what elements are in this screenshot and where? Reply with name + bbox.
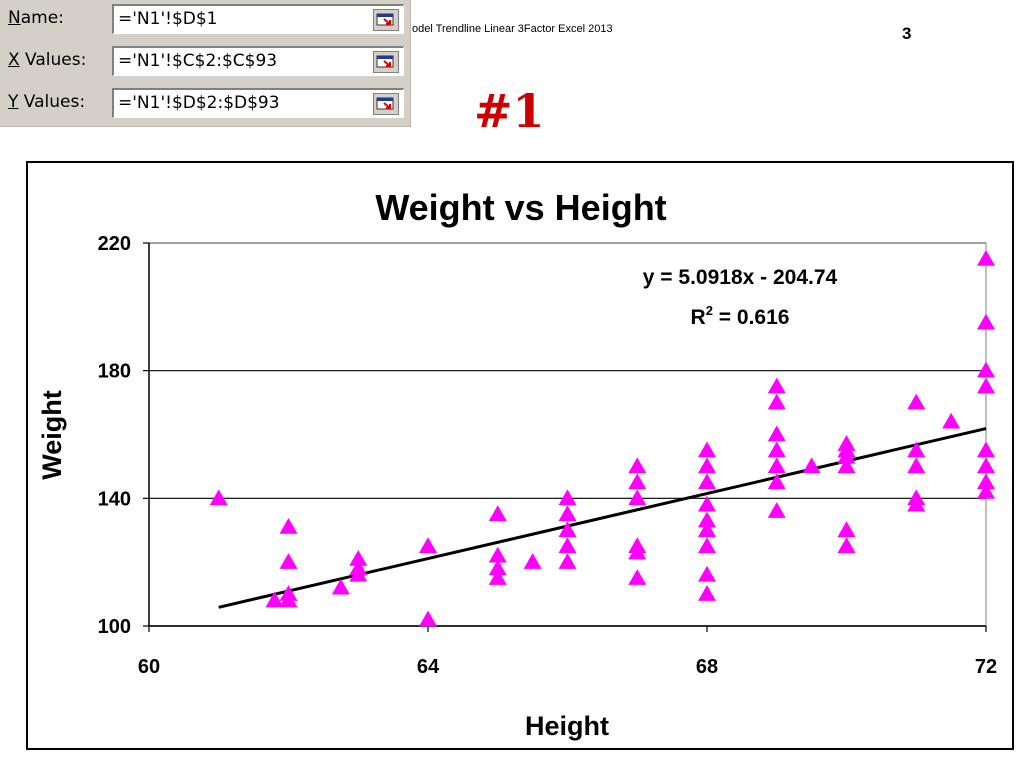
- data-point: [209, 489, 228, 506]
- range-select-icon[interactable]: [373, 9, 399, 31]
- data-point: [279, 591, 298, 608]
- data-point: [977, 249, 995, 266]
- chart-title: Weight vs Height: [375, 187, 666, 228]
- data-point: [265, 591, 284, 608]
- data-point: [767, 393, 786, 410]
- data-point: [698, 565, 716, 582]
- slide-tag: #1: [474, 84, 545, 138]
- data-point: [907, 489, 926, 506]
- r-squared-prefix: R: [691, 306, 706, 329]
- data-point: [628, 457, 647, 474]
- data-point: [767, 502, 786, 518]
- data-point: [558, 537, 577, 553]
- y-tick-label: 140: [98, 488, 131, 510]
- data-point: [837, 521, 856, 537]
- data-point: [698, 537, 716, 553]
- range-select-icon[interactable]: [373, 51, 399, 73]
- data-point: [977, 377, 995, 394]
- data-point: [558, 521, 577, 537]
- data-point: [698, 511, 716, 528]
- data-point: [488, 569, 507, 585]
- r-squared-exponent: 2: [706, 303, 713, 318]
- data-point: [837, 435, 856, 451]
- data-point: [698, 441, 716, 458]
- data-point: [558, 553, 577, 569]
- y-axis-label: Weight: [37, 390, 67, 480]
- r-squared-value: = 0.616: [713, 306, 789, 329]
- data-point: [767, 457, 786, 474]
- data-point: [419, 610, 437, 627]
- x-tick-label: 72: [975, 656, 997, 678]
- data-point: [349, 549, 368, 566]
- data-point: [488, 559, 507, 576]
- y-values-field[interactable]: ='N1'!$D$2:$D$93: [112, 88, 404, 118]
- x-tick-label: 64: [417, 656, 440, 678]
- range-select-icon[interactable]: [373, 93, 399, 115]
- data-point: [419, 537, 437, 553]
- name-field[interactable]: ='N1'!$D$1: [112, 4, 404, 34]
- x-values-row: X Values: ='N1'!$C$2:$C$93: [0, 42, 410, 82]
- data-point: [558, 505, 577, 522]
- data-point: [907, 441, 926, 458]
- data-point: [628, 473, 647, 490]
- x-values-field[interactable]: ='N1'!$C$2:$C$93: [112, 46, 404, 76]
- x-axis-label: Height: [525, 711, 609, 741]
- data-point: [279, 553, 298, 569]
- r-squared: R2 = 0.616: [691, 303, 790, 329]
- data-point: [977, 482, 995, 499]
- data-point: [767, 441, 786, 458]
- data-point: [767, 473, 786, 490]
- data-points: [209, 249, 995, 627]
- data-point: [767, 425, 786, 442]
- data-point: [628, 537, 647, 553]
- y-tick-label: 220: [98, 233, 131, 255]
- data-point: [907, 393, 926, 410]
- slide-subtitle: odel Trendline Linear 3Factor Excel 2013: [412, 23, 613, 35]
- data-point: [802, 457, 821, 474]
- data-point: [977, 457, 995, 474]
- data-point: [349, 559, 368, 576]
- data-point: [837, 457, 856, 474]
- data-point: [907, 457, 926, 474]
- data-point: [942, 412, 961, 429]
- data-point: [977, 313, 995, 330]
- data-point: [698, 473, 716, 490]
- y-tick-label: 100: [98, 616, 131, 638]
- y-values-label: Y Values:: [8, 92, 86, 112]
- name-row: Name: ='N1'!$D$1: [0, 0, 410, 40]
- trendline-equation: y = 5.0918x - 204.74: [643, 266, 838, 289]
- data-point: [628, 569, 647, 585]
- x-tick-label: 60: [138, 656, 160, 678]
- data-point: [977, 473, 995, 490]
- data-point: [279, 518, 298, 534]
- data-point: [977, 361, 995, 378]
- data-point: [977, 441, 995, 458]
- y-values-row: Y Values: ='N1'!$D$2:$D$93: [0, 84, 410, 124]
- data-point: [767, 377, 786, 394]
- data-point: [698, 495, 716, 512]
- data-point: [698, 585, 716, 601]
- data-point: [837, 537, 856, 553]
- axis-ticks: 100 140 180 220 60 64 68 72: [98, 233, 998, 678]
- page-number: 3: [902, 24, 912, 43]
- data-point: [488, 505, 507, 522]
- data-point: [523, 553, 542, 569]
- data-point: [698, 457, 716, 474]
- data-point: [558, 489, 577, 506]
- trendline-line: [218, 427, 987, 609]
- trendline: [218, 427, 987, 609]
- x-values-label: X Values:: [8, 50, 87, 70]
- data-point: [331, 578, 350, 595]
- data-point: [488, 546, 507, 563]
- x-tick-label: 68: [696, 656, 718, 678]
- series-dialog: Name: ='N1'!$D$1 X Values: ='N1'!$C$2:$C…: [0, 0, 411, 127]
- data-point: [628, 489, 647, 506]
- data-point: [698, 521, 716, 537]
- name-label: Name:: [8, 8, 64, 28]
- y-tick-label: 180: [98, 361, 131, 383]
